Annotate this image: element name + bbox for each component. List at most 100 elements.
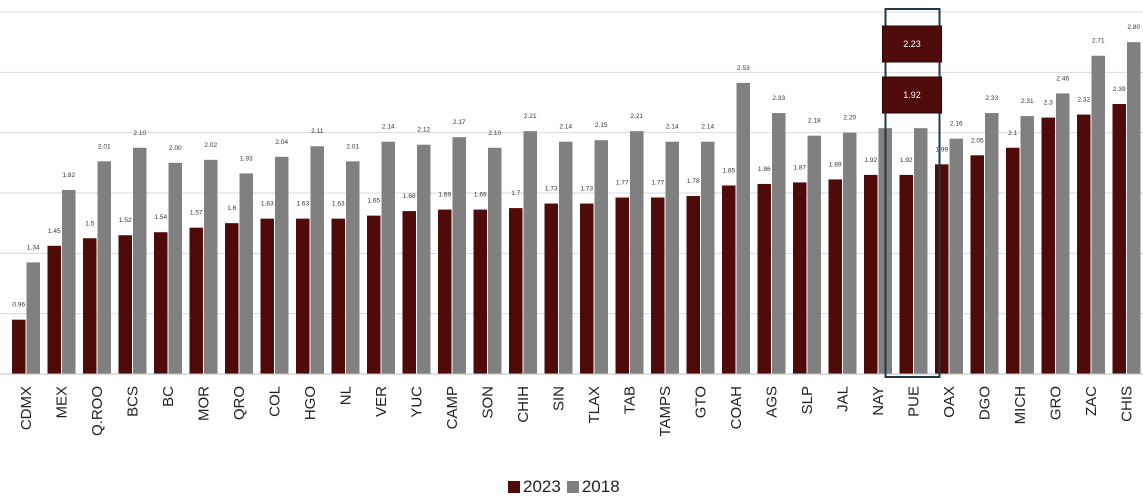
- category-label-sin: SIN: [551, 386, 568, 411]
- bar-2018-tlax: [594, 140, 608, 374]
- bar-2018-qro: [239, 173, 253, 374]
- value-label-2023-jal: 1.89: [829, 161, 842, 168]
- bar-2018-mex: [62, 189, 76, 374]
- value-label-2018-mex: 1.82: [62, 172, 75, 179]
- value-label-2023-col: 1.63: [261, 201, 274, 208]
- bar-2023-dgo: [970, 155, 984, 374]
- bar-2023-tab: [615, 197, 629, 374]
- callout-2023-box: [882, 76, 942, 114]
- value-label-2023-cdmx: 0.96: [12, 302, 25, 309]
- bar-2023-mor: [189, 227, 203, 374]
- value-label-2023-slp: 1.87: [793, 164, 806, 171]
- value-label-2018-ags: 2.33: [772, 95, 785, 102]
- value-label-2018-cdmx: 1.34: [27, 244, 40, 251]
- value-label-2023-ags: 1.86: [758, 166, 771, 173]
- value-label-2018-camp: 2.17: [453, 119, 466, 126]
- bar-2023-chih: [509, 208, 523, 374]
- category-label-son: SON: [480, 386, 497, 419]
- highlight: 2.23 1.92: [882, 8, 942, 378]
- bar-2023-mex: [47, 245, 61, 374]
- bar-2018-gro: [1056, 93, 1070, 374]
- category-label-mich: MICH: [1012, 386, 1029, 424]
- bar-2023-son: [473, 209, 487, 374]
- value-label-2018-nl: 2.01: [346, 143, 359, 150]
- value-label-2023-qroo: 1.5: [85, 220, 94, 227]
- bar-2018-tab: [630, 131, 644, 374]
- bar-2023-oax: [935, 164, 949, 374]
- bar-2018-dgo: [985, 113, 999, 374]
- bar-2023-ver: [367, 215, 381, 374]
- value-label-2018-sin: 2.14: [559, 124, 572, 131]
- category-label-pue: PUE: [906, 386, 923, 417]
- value-label-2023-tab: 1.77: [616, 180, 629, 187]
- legend-label-2023: 2023: [523, 477, 561, 496]
- value-label-2023-zac: 2.32: [1077, 97, 1090, 104]
- bar-2018-ags: [772, 113, 786, 374]
- legend-label-2018: 2018: [581, 477, 620, 496]
- value-label-2023-camp: 1.69: [438, 192, 451, 199]
- bar-2023-camp: [438, 209, 452, 374]
- value-label-2018-chih: 2.21: [524, 113, 537, 120]
- bar-2023-qro: [225, 223, 239, 374]
- category-label-mor: MOR: [196, 386, 213, 421]
- value-label-2023-ver: 1.65: [367, 198, 380, 205]
- category-label-gto: GTO: [693, 386, 710, 418]
- category-label-mex: MEX: [54, 386, 71, 419]
- bar-2023-pue: [899, 174, 913, 374]
- value-label-2023-mex: 1.45: [48, 228, 61, 235]
- value-label-2018-oax: 2.16: [950, 121, 963, 128]
- bar-2023-bcs: [118, 235, 132, 374]
- bar-2018-col: [275, 156, 289, 374]
- value-label-2018-gto: 2.14: [701, 124, 714, 131]
- bar-2023-yuc: [402, 211, 416, 374]
- value-label-2023-mor: 1.57: [190, 210, 203, 217]
- value-label-2023-gto: 1.78: [687, 178, 700, 185]
- bar-2018-bc: [168, 162, 182, 374]
- bar-2023-nay: [864, 174, 878, 374]
- bar-2018-ver: [381, 141, 395, 374]
- value-label-2018-tlax: 2.15: [595, 122, 608, 129]
- value-label-2023-gro: 2.3: [1044, 100, 1053, 107]
- category-label-jal: JAL: [835, 386, 852, 412]
- bar-2023-qroo: [83, 238, 97, 374]
- value-label-2018-ver: 2.14: [382, 124, 395, 131]
- value-label-2018-chis: 2.80: [1127, 24, 1140, 31]
- value-label-2018-bcs: 2.10: [133, 130, 146, 137]
- bar-2023-mich: [1006, 147, 1020, 374]
- value-label-2023-bc: 1.54: [154, 214, 167, 221]
- value-label-2018-coah: 2.53: [737, 65, 750, 72]
- bar-2023-nl: [331, 218, 345, 374]
- bar-2023-jal: [828, 179, 842, 374]
- bar-chart-svg: 0.96 1.34 1.45 1.82 1.5 2.01 1.52 2.10 1.54 2.00 1…: [0, 8, 1143, 437]
- value-label-2023-tlax: 1.73: [580, 186, 593, 193]
- value-label-2023-sin: 1.73: [545, 186, 558, 193]
- value-label-2023-chih: 1.7: [511, 190, 520, 197]
- value-label-2023-oax: 1.99: [935, 146, 948, 153]
- bar-2018-zac: [1091, 55, 1105, 374]
- bar-2018-mor: [204, 159, 218, 374]
- legend-swatch-2018: [566, 481, 579, 493]
- bars: [12, 42, 1141, 375]
- value-label-2018-dgo: 2.33: [985, 95, 998, 102]
- value-label-2018-tab: 2.21: [630, 113, 643, 120]
- value-label-2018-tamps: 2.14: [666, 124, 679, 131]
- category-label-qro: QRO: [231, 386, 248, 420]
- category-label-dgo: DGO: [977, 386, 994, 420]
- value-label-2018-col: 2.04: [275, 139, 288, 146]
- category-label-bcs: BCS: [125, 386, 142, 417]
- category-label-cdmx: CDMX: [18, 386, 35, 430]
- value-label-2018-slp: 2.18: [808, 118, 821, 125]
- bar-2018-jal: [843, 132, 857, 374]
- category-label-tab: TAB: [622, 386, 639, 414]
- bar-2023-sin: [544, 203, 558, 374]
- legend: 2023 2018: [508, 477, 620, 497]
- category-label-bc: BC: [160, 386, 177, 407]
- category-label-qroo: Q.ROO: [89, 386, 106, 436]
- bar-2018-hgo: [310, 146, 324, 374]
- bar-2023-gro: [1041, 117, 1055, 374]
- value-label-2018-gro: 2.46: [1056, 75, 1069, 82]
- highlight-frame: [884, 8, 941, 378]
- value-label-2023-coah: 1.85: [722, 167, 735, 174]
- value-label-2023-pue: 1.92: [900, 157, 913, 164]
- bar-2018-slp: [807, 135, 821, 374]
